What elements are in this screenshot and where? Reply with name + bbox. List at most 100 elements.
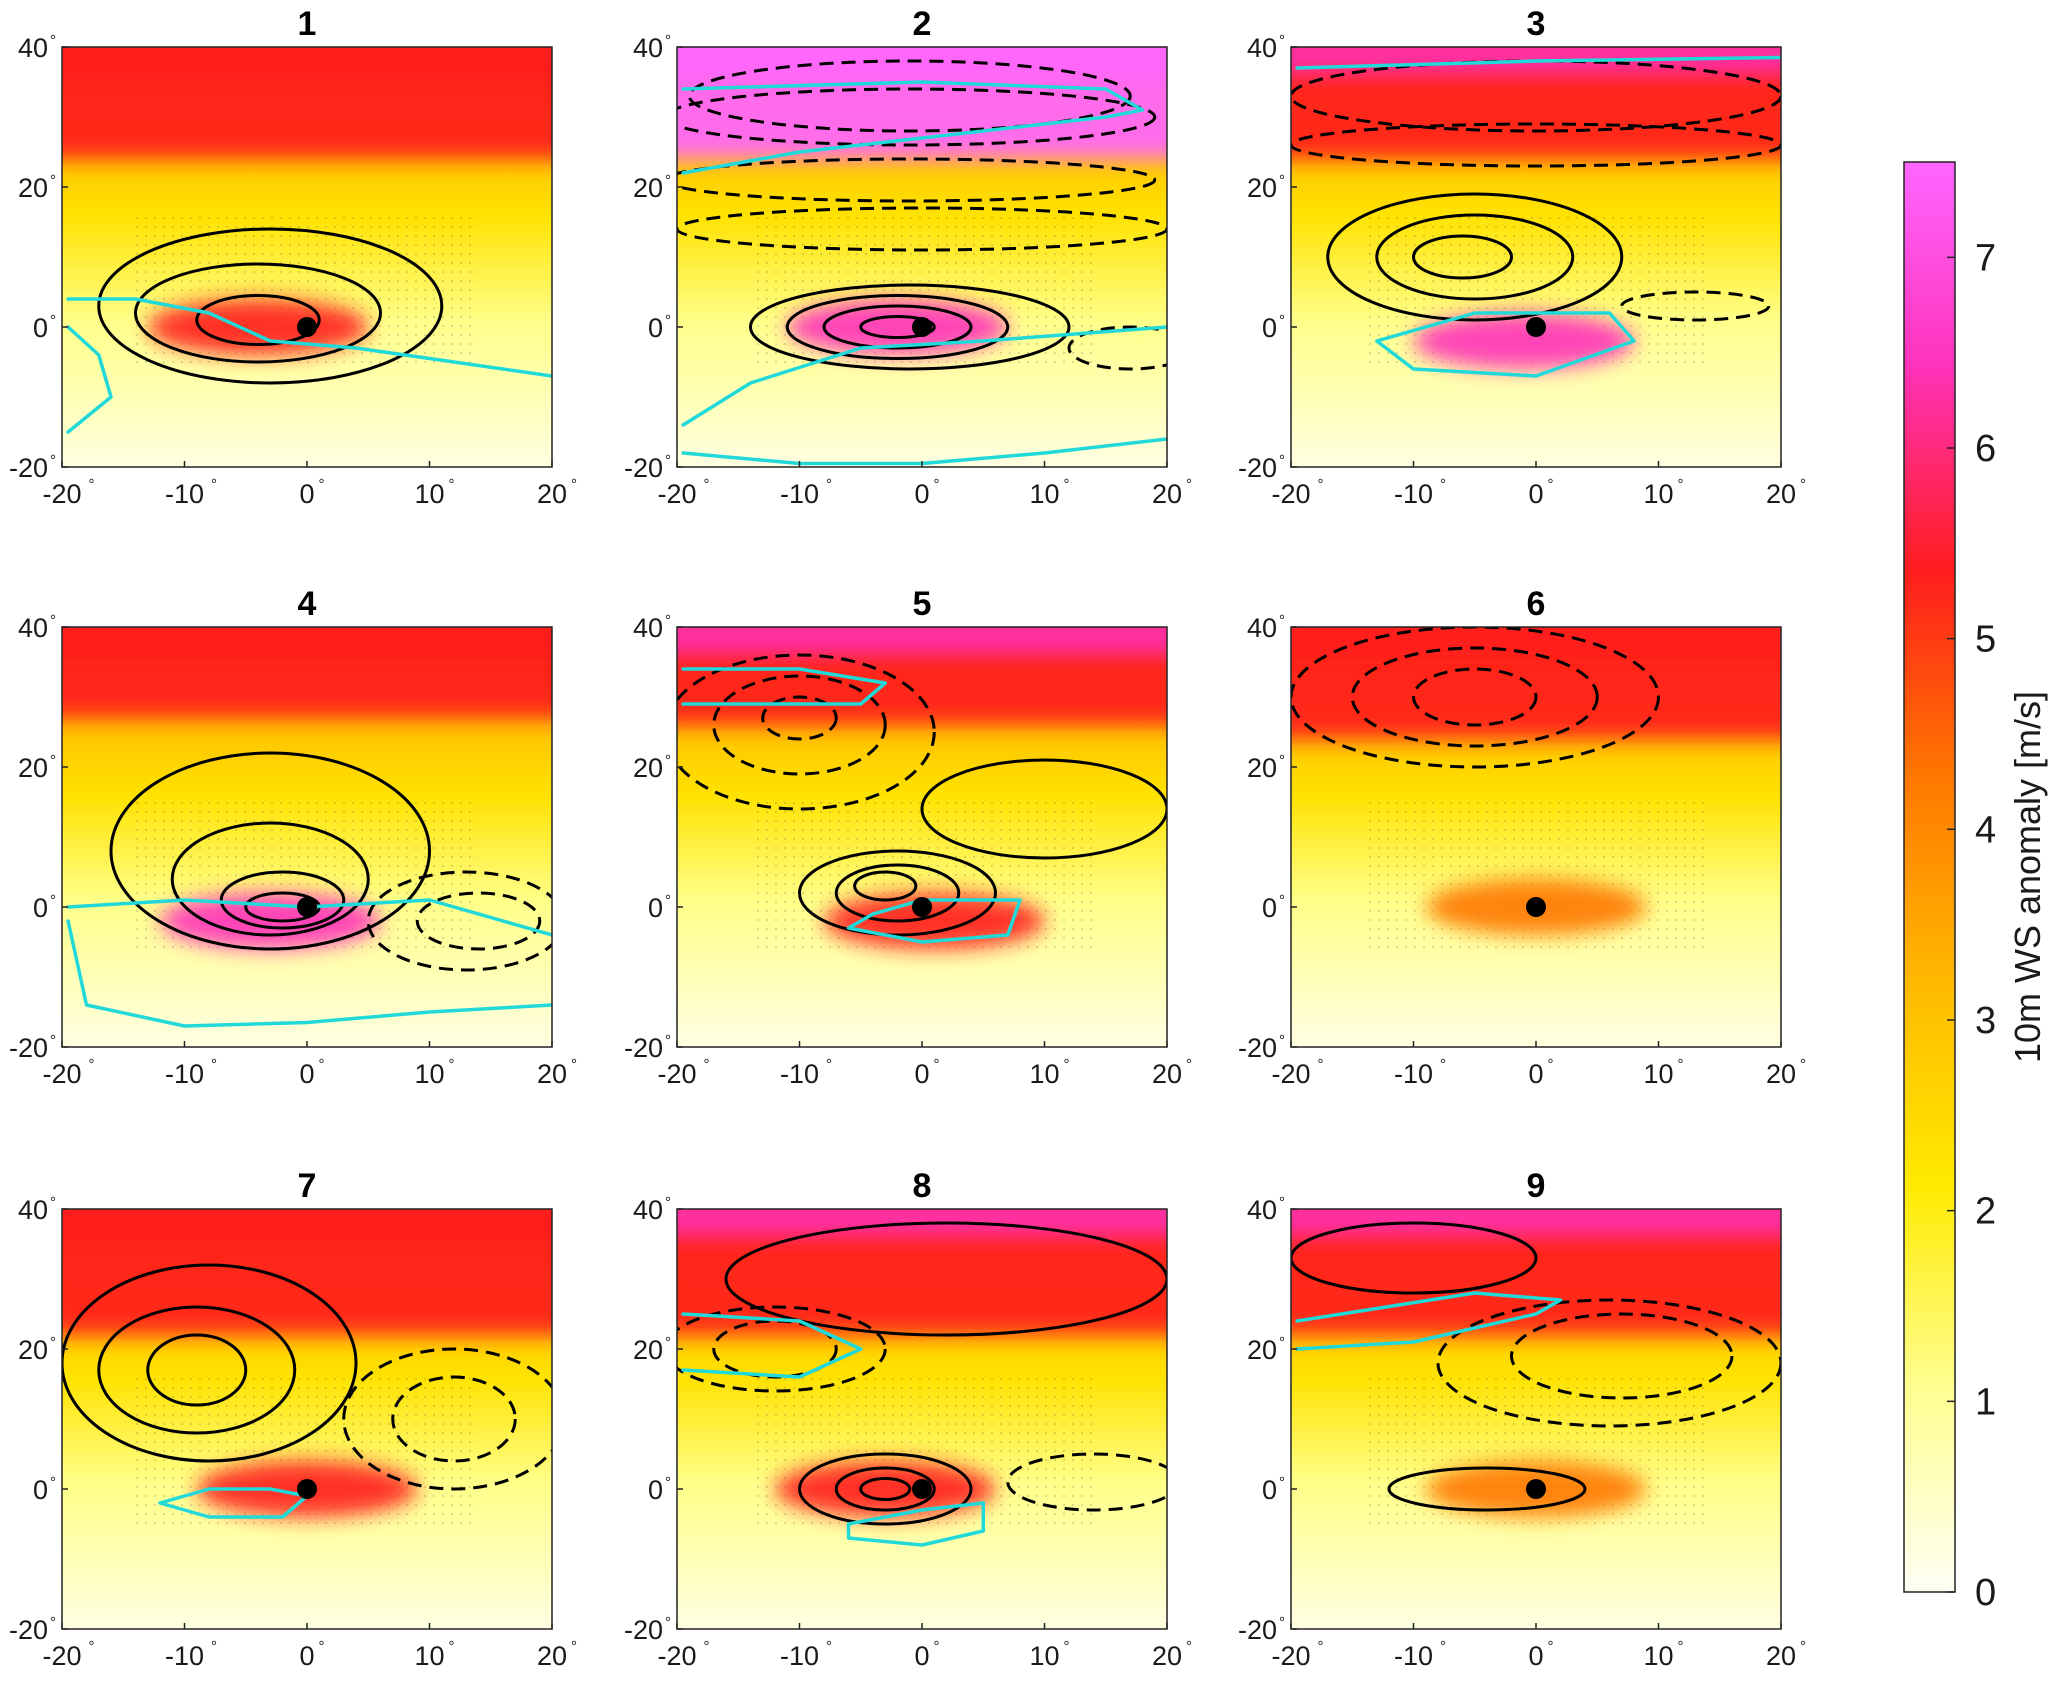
positive-contour — [822, 304, 973, 350]
jet-peak — [1291, 1209, 1781, 1237]
x-tick-label: 10 — [1029, 479, 1059, 509]
degree-symbol: ° — [1548, 1056, 1554, 1073]
negative-contour — [1006, 1452, 1167, 1512]
feature-marker — [1526, 317, 1546, 337]
y-tick-label: 0 — [648, 1475, 663, 1505]
y-tick-label: -20 — [1238, 1033, 1277, 1063]
degree-symbol: ° — [1279, 452, 1285, 469]
panel-4: 4-20 ° -10 ° 0 ° 10 ° 20 °40 °20 °0 °-20 ° — [9, 585, 577, 1089]
jet-peak — [62, 627, 552, 655]
x-tick-label: -10 — [165, 1059, 204, 1089]
degree-symbol: ° — [319, 1638, 325, 1655]
degree-symbol: ° — [50, 312, 56, 329]
positive-contour — [798, 849, 997, 937]
y-tick-label: 0 — [33, 1475, 48, 1505]
colorbar-gradient — [1903, 161, 1956, 1593]
degree-symbol: ° — [665, 1334, 671, 1351]
x-tick-label: -20 — [42, 1641, 81, 1671]
degree-symbol: ° — [1800, 1056, 1806, 1073]
x-tick-label: 20 — [537, 479, 567, 509]
degree-symbol: ° — [1279, 1474, 1285, 1491]
panel-7: 7-20 ° -10 ° 0 ° 10 ° 20 °40 °20 °0 °-20 ° — [9, 1167, 577, 1671]
negative-contour — [677, 157, 1157, 203]
degree-symbol: ° — [665, 612, 671, 629]
y-tick-label: -20 — [624, 1033, 663, 1063]
negative-contour — [1620, 290, 1771, 322]
panel-1: 1-20 ° -10 ° 0 ° 10 ° 20 °40 °20 °0 °-20 ° — [9, 5, 577, 509]
x-tick-label: 10 — [414, 1641, 444, 1671]
positive-contour — [97, 1305, 297, 1435]
feature-marker — [1526, 1479, 1546, 1499]
positive-contour — [1326, 192, 1624, 322]
degree-symbol: ° — [934, 1638, 940, 1655]
x-tick-label: 0 — [914, 479, 929, 509]
negative-contour — [761, 695, 838, 741]
positive-contour — [97, 227, 444, 385]
x-tick-label: 20 — [537, 1641, 567, 1671]
y-tick-label: 0 — [1262, 313, 1277, 343]
negative-contour — [366, 870, 552, 972]
negative-contour — [687, 59, 1132, 133]
colorbar-tick-label: 3 — [1975, 1000, 1996, 1042]
y-tick-label: -20 — [1238, 1615, 1277, 1645]
negative-contour — [677, 87, 1157, 147]
degree-symbol: ° — [571, 1056, 577, 1073]
x-tick-label: 10 — [1643, 479, 1673, 509]
x-tick-label: 10 — [1029, 1641, 1059, 1671]
cyan-contour — [1295, 1291, 1563, 1351]
degree-symbol: ° — [50, 1194, 56, 1211]
y-tick-label: 40 — [633, 613, 663, 643]
y-tick-label: 0 — [1262, 1475, 1277, 1505]
panel-title: 3 — [1527, 5, 1546, 43]
panel-title: 9 — [1527, 1167, 1546, 1205]
degree-symbol: ° — [665, 1614, 671, 1631]
colorbar-tick-label: 0 — [1975, 1572, 1996, 1614]
positive-contour — [1412, 234, 1513, 280]
positive-contour — [170, 821, 370, 937]
y-tick-label: 40 — [18, 33, 48, 63]
degree-symbol: ° — [1186, 1056, 1192, 1073]
degree-symbol: ° — [89, 1056, 95, 1073]
x-tick-label: 10 — [414, 479, 444, 509]
panel-title: 2 — [913, 5, 932, 43]
positive-contour — [195, 294, 321, 346]
positive-contour — [1387, 1466, 1587, 1512]
wind-maximum — [775, 1461, 996, 1517]
positive-contour — [785, 294, 1010, 360]
degree-symbol: ° — [571, 476, 577, 493]
degree-symbol: ° — [1548, 1638, 1554, 1655]
degree-symbol: ° — [665, 892, 671, 909]
x-tick-label: -20 — [657, 479, 696, 509]
degree-symbol: ° — [449, 1056, 455, 1073]
degree-symbol: ° — [571, 1638, 577, 1655]
degree-symbol: ° — [1064, 1056, 1070, 1073]
cyan-contour — [681, 325, 1167, 427]
panel-title: 8 — [913, 1167, 932, 1205]
x-tick-label: -20 — [42, 1059, 81, 1089]
positive-contour — [219, 870, 346, 930]
degree-symbol: ° — [449, 1638, 455, 1655]
positive-contour — [834, 863, 961, 923]
y-tick-label: 20 — [633, 1335, 663, 1365]
degree-symbol: ° — [1186, 476, 1192, 493]
degree-symbol: ° — [50, 452, 56, 469]
degree-symbol: ° — [826, 476, 832, 493]
wind-maximum — [1413, 313, 1634, 369]
negative-contour — [677, 1305, 887, 1393]
x-tick-label: -20 — [657, 1641, 696, 1671]
degree-symbol: ° — [826, 1638, 832, 1655]
colorbar-tick-label: 6 — [1975, 428, 1996, 470]
x-tick-label: 20 — [1152, 479, 1182, 509]
feature-marker — [912, 317, 932, 337]
degree-symbol: ° — [1279, 1032, 1285, 1049]
negative-contour — [391, 1375, 517, 1463]
y-tick-label: 40 — [633, 1195, 663, 1225]
y-tick-label: -20 — [9, 1033, 48, 1063]
x-tick-label: 20 — [1152, 1641, 1182, 1671]
y-tick-label: -20 — [9, 453, 48, 483]
cyan-contour — [681, 80, 1145, 175]
panel-title: 1 — [298, 5, 317, 43]
degree-symbol: ° — [704, 1056, 710, 1073]
cyan-contour — [846, 1501, 986, 1547]
positive-contour — [62, 1263, 358, 1463]
